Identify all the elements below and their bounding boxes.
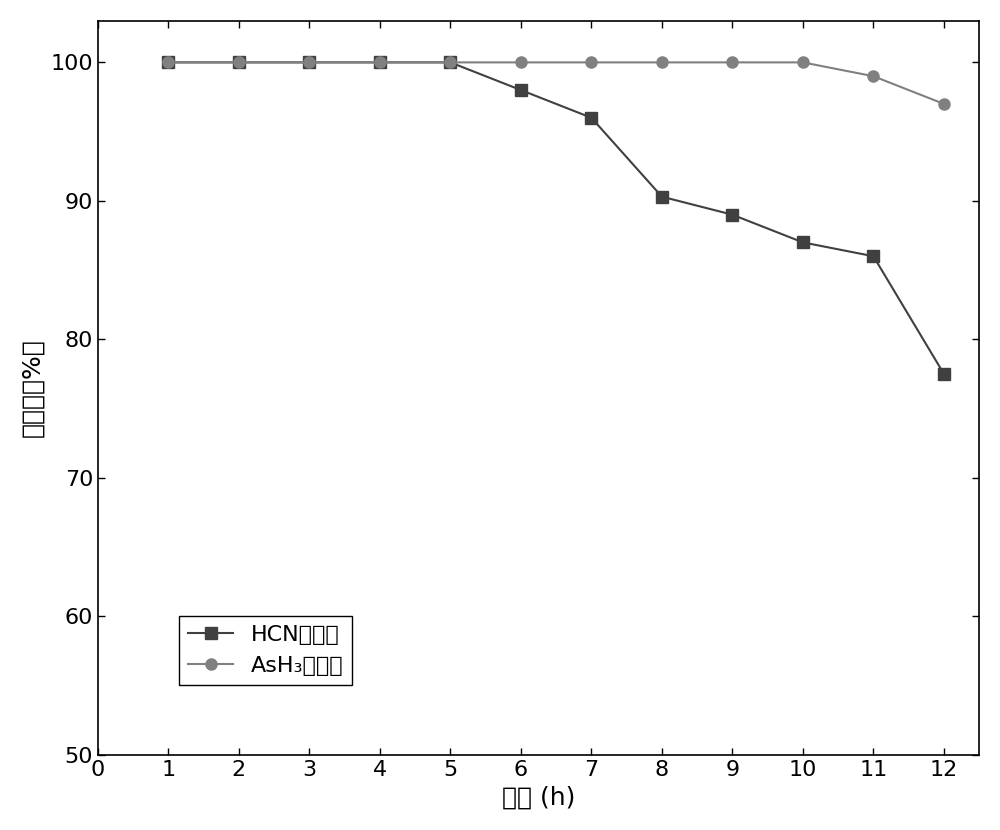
AsH₃脱除率 [303, 57, 315, 67]
HCN脱除率 [867, 251, 879, 261]
AsH₃脱除率 [867, 71, 879, 81]
AsH₃脱除率 [585, 57, 597, 67]
HCN脱除率 [938, 369, 950, 379]
Y-axis label: 脱除率（%）: 脱除率（%） [21, 339, 45, 437]
HCN脱除率 [726, 210, 738, 220]
AsH₃脱除率 [374, 57, 386, 67]
Line: HCN脱除率: HCN脱除率 [163, 56, 949, 379]
HCN脱除率 [233, 57, 245, 67]
HCN脱除率 [303, 57, 315, 67]
AsH₃脱除率 [233, 57, 245, 67]
AsH₃脱除率 [656, 57, 668, 67]
AsH₃脱除率 [726, 57, 738, 67]
Legend: HCN脱除率, AsH₃脱除率: HCN脱除率, AsH₃脱除率 [179, 616, 352, 685]
Line: AsH₃脱除率: AsH₃脱除率 [163, 56, 949, 110]
HCN脱除率 [374, 57, 386, 67]
HCN脱除率 [656, 192, 668, 202]
AsH₃脱除率 [938, 99, 950, 109]
HCN脱除率 [162, 57, 174, 67]
X-axis label: 时间 (h): 时间 (h) [502, 785, 575, 809]
AsH₃脱除率 [797, 57, 809, 67]
HCN脱除率 [585, 113, 597, 123]
HCN脱除率 [797, 237, 809, 247]
HCN脱除率 [515, 85, 527, 95]
AsH₃脱除率 [162, 57, 174, 67]
AsH₃脱除率 [444, 57, 456, 67]
AsH₃脱除率 [515, 57, 527, 67]
HCN脱除率 [444, 57, 456, 67]
